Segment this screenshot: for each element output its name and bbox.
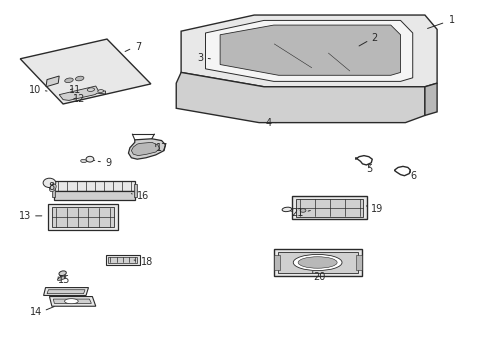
Polygon shape bbox=[54, 192, 135, 200]
Ellipse shape bbox=[87, 88, 94, 91]
Polygon shape bbox=[43, 288, 88, 296]
Polygon shape bbox=[52, 207, 114, 227]
Polygon shape bbox=[48, 204, 118, 230]
Text: 1: 1 bbox=[448, 15, 454, 26]
Text: 2: 2 bbox=[370, 33, 377, 43]
Text: 17: 17 bbox=[156, 143, 168, 153]
Polygon shape bbox=[20, 39, 151, 104]
Polygon shape bbox=[53, 299, 91, 303]
Text: 14: 14 bbox=[30, 307, 42, 317]
Text: 12: 12 bbox=[73, 94, 85, 104]
Polygon shape bbox=[424, 83, 436, 116]
Polygon shape bbox=[54, 181, 135, 192]
Text: 9: 9 bbox=[105, 158, 111, 168]
Polygon shape bbox=[273, 249, 361, 276]
Polygon shape bbox=[292, 196, 366, 220]
Polygon shape bbox=[49, 297, 96, 306]
Polygon shape bbox=[105, 255, 140, 265]
Text: 18: 18 bbox=[141, 257, 153, 267]
Text: 19: 19 bbox=[370, 204, 383, 215]
Text: 6: 6 bbox=[409, 171, 416, 181]
Text: 20: 20 bbox=[312, 272, 325, 282]
Ellipse shape bbox=[81, 159, 86, 163]
Ellipse shape bbox=[49, 184, 56, 192]
Ellipse shape bbox=[98, 90, 103, 93]
Text: 4: 4 bbox=[264, 118, 271, 128]
Text: 11: 11 bbox=[69, 85, 81, 95]
Polygon shape bbox=[355, 255, 361, 270]
Ellipse shape bbox=[293, 255, 341, 271]
Text: 8: 8 bbox=[48, 182, 55, 192]
Polygon shape bbox=[108, 257, 137, 263]
Text: 3: 3 bbox=[197, 53, 203, 63]
Ellipse shape bbox=[300, 209, 305, 212]
Text: 7: 7 bbox=[135, 42, 141, 52]
Text: 16: 16 bbox=[137, 191, 149, 201]
Ellipse shape bbox=[59, 271, 66, 276]
Polygon shape bbox=[131, 142, 159, 156]
Polygon shape bbox=[47, 290, 85, 294]
Ellipse shape bbox=[298, 257, 336, 268]
Polygon shape bbox=[296, 199, 363, 217]
Polygon shape bbox=[220, 25, 400, 75]
Ellipse shape bbox=[64, 78, 73, 82]
Polygon shape bbox=[52, 184, 55, 197]
Ellipse shape bbox=[282, 207, 291, 212]
Polygon shape bbox=[128, 139, 165, 159]
Text: 21: 21 bbox=[291, 208, 304, 218]
Polygon shape bbox=[273, 255, 279, 270]
Text: 10: 10 bbox=[29, 85, 41, 95]
Polygon shape bbox=[277, 252, 357, 273]
Ellipse shape bbox=[57, 276, 66, 280]
Ellipse shape bbox=[64, 299, 78, 304]
Ellipse shape bbox=[75, 76, 84, 81]
Text: 15: 15 bbox=[58, 275, 70, 285]
Polygon shape bbox=[46, 76, 59, 87]
Circle shape bbox=[43, 178, 56, 188]
Text: 5: 5 bbox=[366, 164, 372, 174]
Polygon shape bbox=[176, 72, 424, 123]
Text: 13: 13 bbox=[19, 211, 31, 221]
Polygon shape bbox=[59, 86, 105, 100]
Polygon shape bbox=[181, 15, 436, 87]
Polygon shape bbox=[134, 184, 137, 197]
Ellipse shape bbox=[86, 156, 94, 162]
Polygon shape bbox=[205, 21, 412, 81]
